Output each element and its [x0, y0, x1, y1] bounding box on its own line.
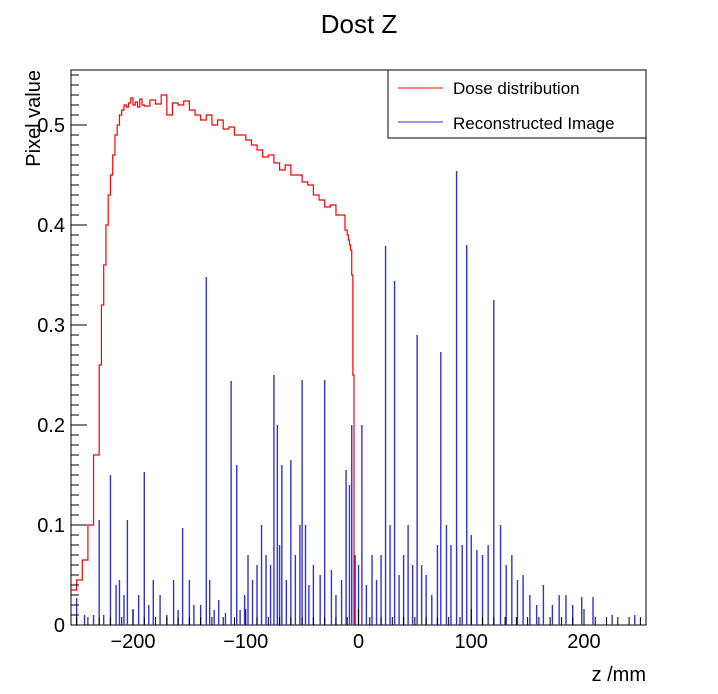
x-tick-label: 0 [353, 631, 364, 653]
y-tick-label: 0.4 [37, 215, 65, 237]
y-tick-label: 0.1 [37, 515, 65, 537]
x-tick-label: 200 [567, 631, 600, 653]
y-tick-label: 0.5 [37, 115, 65, 137]
dose-distribution-line [71, 94, 355, 625]
ticks-layer: −200 −100 0 100 200 0 0.1 0.2 0.3 0.4 0.5 [37, 74, 641, 653]
legend-box [387, 69, 647, 139]
series-layer [71, 94, 636, 625]
x-tick-label: 100 [455, 631, 488, 653]
y-axis-label: Pixel value [23, 70, 45, 167]
x-tick-label: −100 [223, 631, 268, 653]
y-tick-label: 0 [54, 615, 65, 637]
chart-title: Dost Z [321, 9, 398, 39]
x-tick-label: −200 [110, 631, 155, 653]
x-axis-label: z /mm [592, 664, 646, 686]
y-tick-label: 0.2 [37, 415, 65, 437]
legend-label-dose: Dose distribution [453, 79, 580, 98]
y-tick-label: 0.3 [37, 315, 65, 337]
plot-frame [70, 69, 647, 626]
legend-label-recon: Reconstructed Image [453, 114, 615, 133]
legend: Dose distribution Reconstructed Image [387, 69, 647, 139]
